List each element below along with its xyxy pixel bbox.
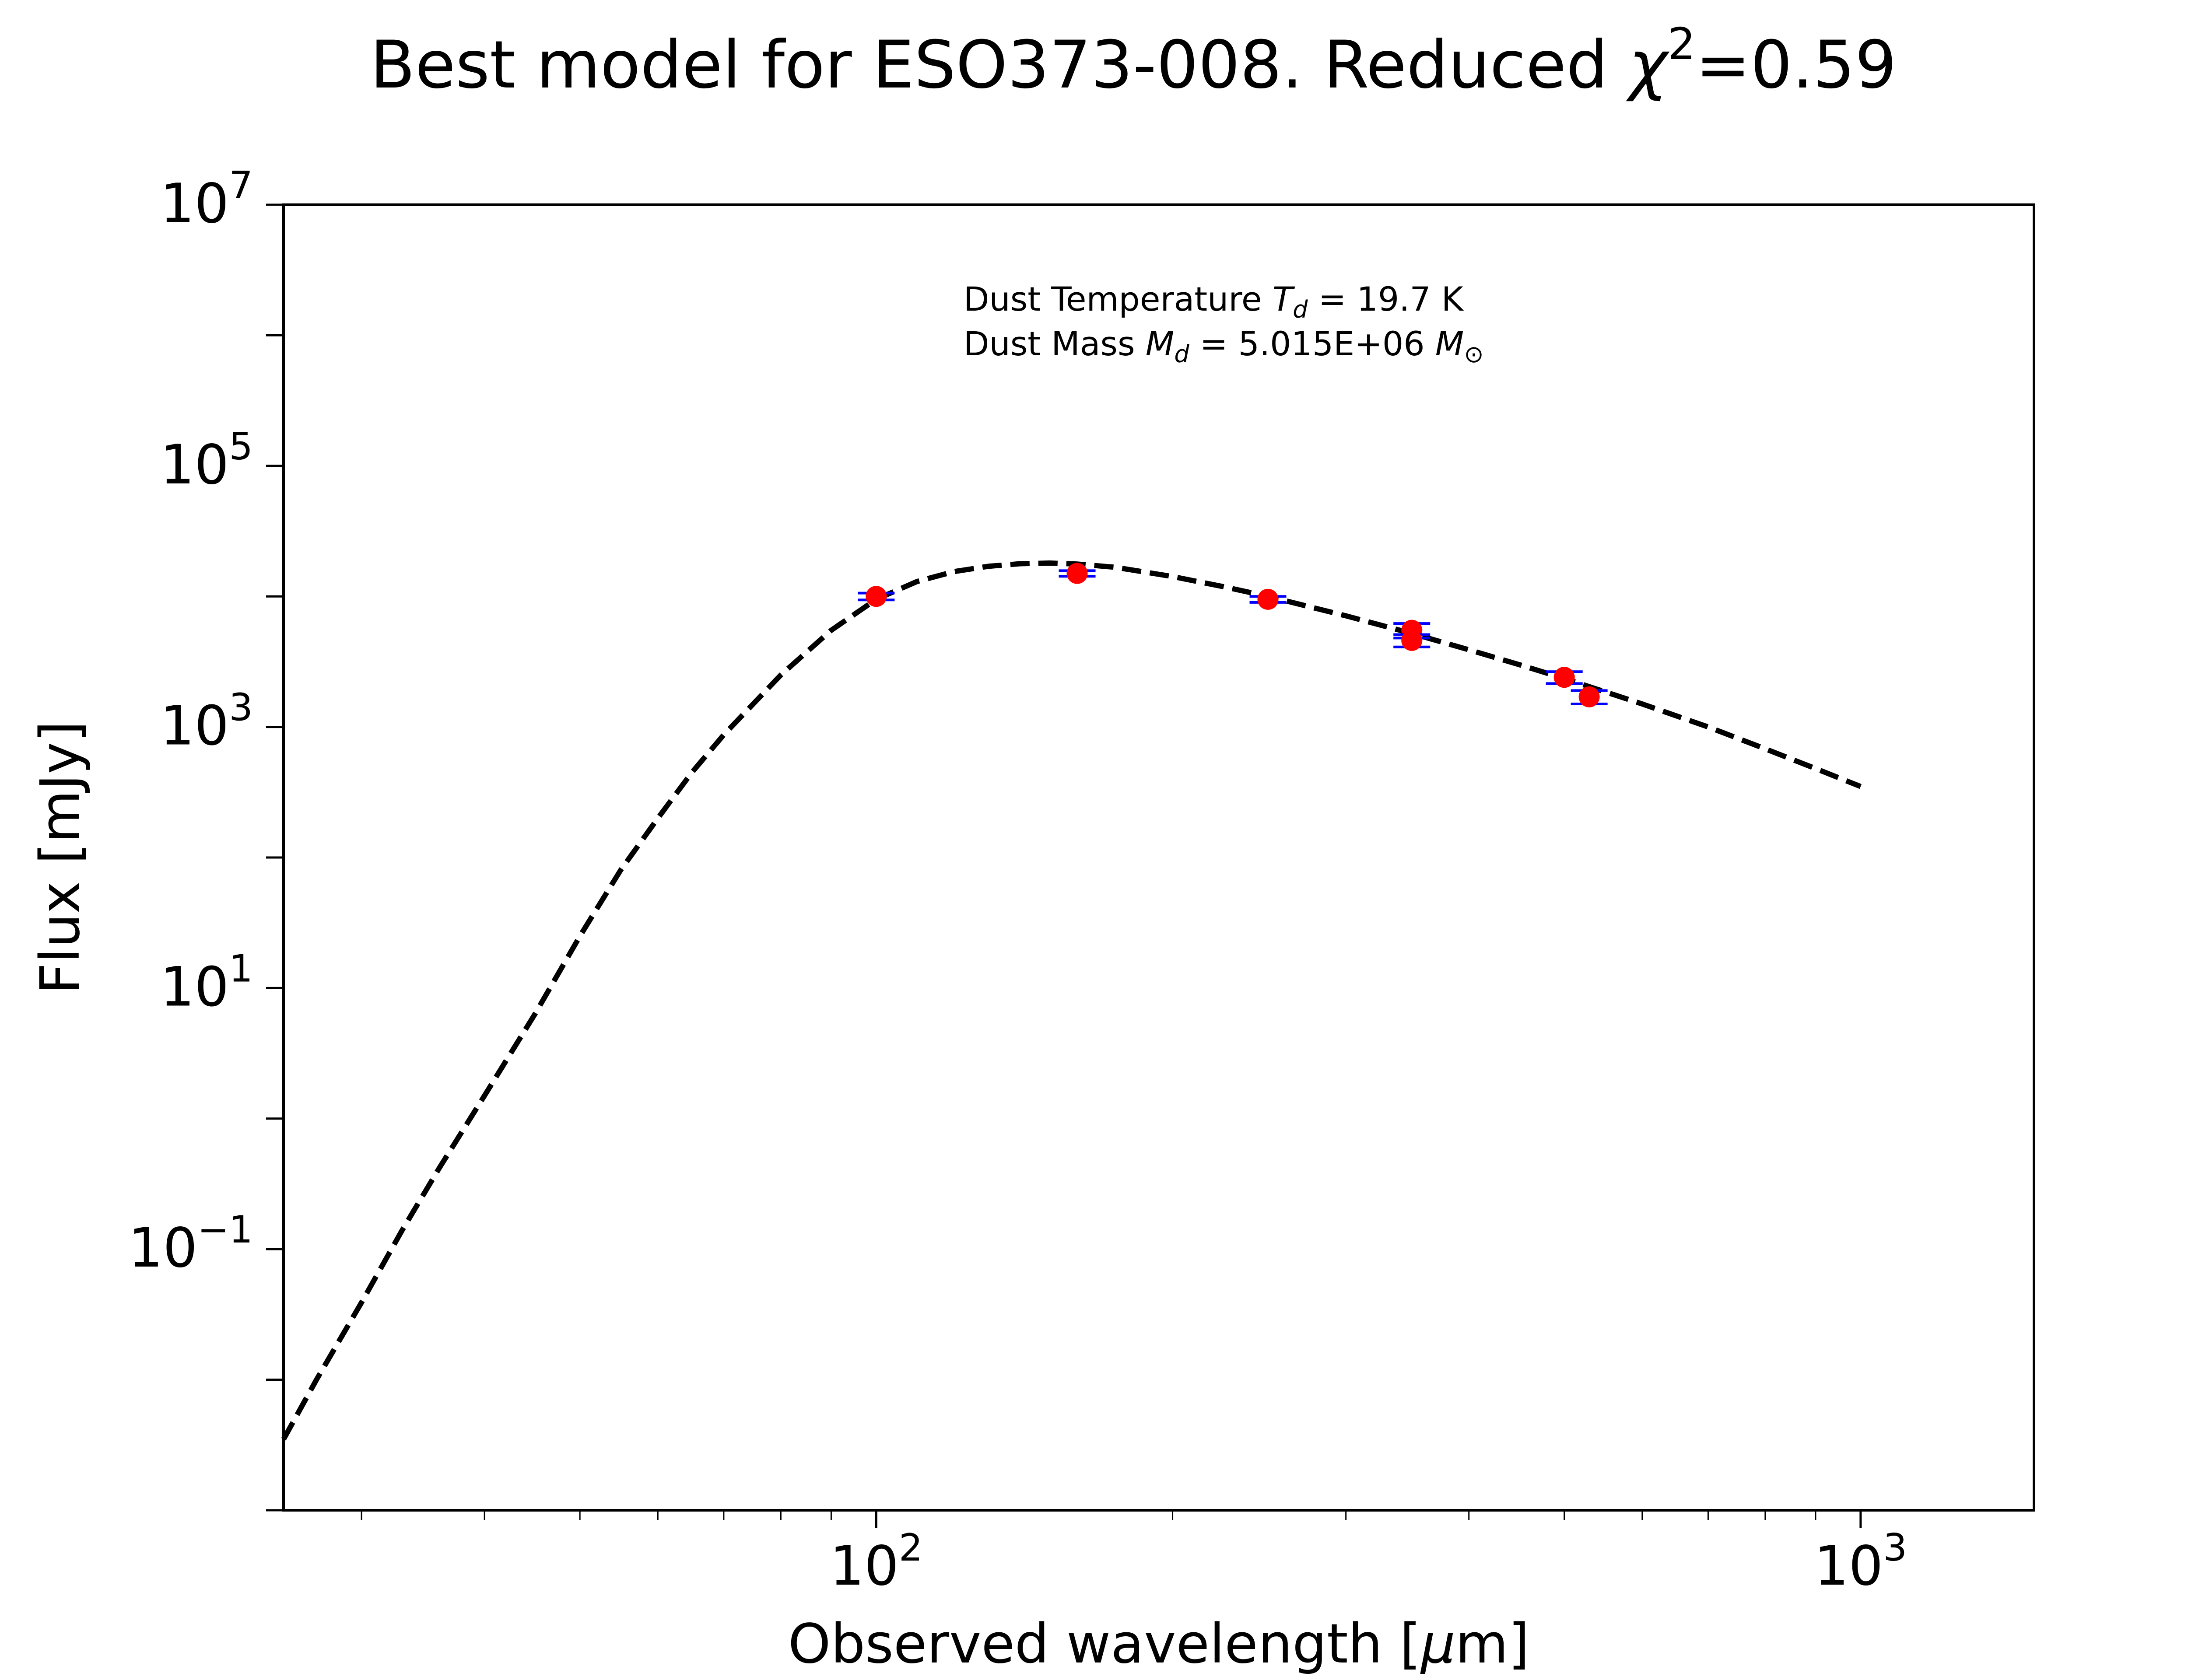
- chart-title: Best model for ESO373-008. Reduced χ2=0.…: [370, 18, 1897, 103]
- x-axis-label-suffix: m]: [1455, 1613, 1529, 1676]
- annotation-m-mid: = 5.015E+06: [1189, 324, 1435, 363]
- x-axis: 102 103: [361, 1510, 1907, 1598]
- x-tick-label: 103: [1814, 1526, 1907, 1598]
- y-axis: 10−1 101 103 105 107: [128, 164, 284, 1512]
- observations: [858, 563, 1608, 707]
- data-point: [1257, 588, 1279, 610]
- annotation-m-prefix: Dust Mass: [964, 324, 1146, 363]
- annotation-t-suffix: = 19.7 K: [1308, 280, 1464, 318]
- annotation-m-sub2: ⊙: [1464, 340, 1483, 368]
- y-tick-label: 105: [160, 425, 253, 497]
- annotation-m-var2: M: [1435, 324, 1464, 363]
- dust-mass-annotation: Dust Mass Md = 5.015E+06 M⊙: [964, 324, 1484, 368]
- dust-temperature-annotation: Dust Temperature Td = 19.7 K: [964, 280, 1464, 323]
- y-tick-label: 107: [160, 164, 253, 235]
- annotation-m-var: M: [1146, 324, 1175, 363]
- y-axis-label: Flux [mJy]: [29, 721, 92, 994]
- y-tick-label: 10−1: [128, 1208, 253, 1280]
- data-point: [1578, 686, 1600, 707]
- chart-title-chi: χ: [1626, 27, 1670, 103]
- x-tick-label: 102: [830, 1526, 923, 1598]
- annotation-t-prefix: Dust Temperature: [964, 280, 1273, 318]
- y-tick-label: 103: [160, 686, 253, 758]
- plot-area: [282, 203, 2035, 1512]
- chart-title-sup: 2: [1668, 18, 1696, 70]
- annotation-m-sub: d: [1174, 340, 1189, 368]
- data-point: [1401, 630, 1423, 651]
- annotation-t-sub: d: [1293, 296, 1308, 323]
- data-point: [1553, 667, 1575, 688]
- x-axis-label-mu: μ: [1420, 1613, 1455, 1676]
- y-tick-label: 101: [160, 947, 253, 1018]
- x-axis-label: Observed wavelength [μm]: [788, 1613, 1529, 1676]
- annotation-t-var: T: [1273, 280, 1295, 318]
- data-point: [1066, 563, 1088, 584]
- chart-title-suffix: =0.59: [1696, 27, 1897, 103]
- chart-title-prefix: Best model for ESO373-008. Reduced: [370, 27, 1629, 103]
- data-point: [866, 586, 887, 607]
- x-axis-label-prefix: Observed wavelength [: [788, 1613, 1421, 1676]
